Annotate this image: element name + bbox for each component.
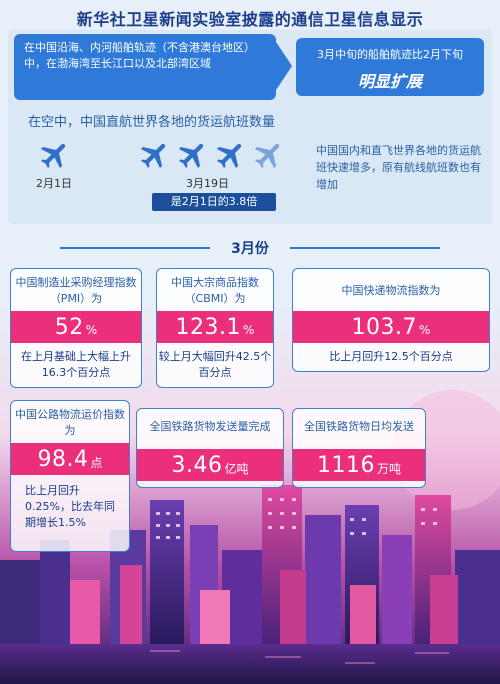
stat-unit: 万吨 [376,461,401,476]
stat-card-cbmi: 中国大宗商品指数（CBMI）为 123.1 % 较上月大幅回升42.5个百分点 [156,268,274,388]
stat-value-bar: 52 % [11,311,141,343]
stat-unit: 点 [90,455,103,470]
stat-unit: % [243,323,255,337]
airplane-icon [214,138,248,172]
ratio-badge: 是2月1日的3.8倍 [152,193,276,211]
stat-card-road-freight: 中国公路物流运价指数为 98.4 点 比上月回升0.25%，比去年同期增长1.5… [10,400,130,552]
divider-right [290,247,440,249]
ship-track-result-box: 3月中旬的船舶航迹比2月下旬 明显扩展 [296,38,484,96]
stat-name: 中国公路物流运价指数为 [15,408,125,437]
result-line2: 明显扩展 [357,72,422,91]
airplane-partial-icon [252,138,286,172]
stat-unit: % [85,323,98,337]
stat-card-express: 中国快递物流指数为 103.7 % 比上月回升12.5个百分点 [292,268,490,372]
arrow-right-icon [276,42,292,90]
label-feb-1: 2月1日 [36,177,72,190]
stat-value: 3.46 [171,452,223,478]
stat-value: 98.4 [37,446,89,472]
stat-value: 1116 [316,452,375,478]
divider-left [60,247,210,249]
stat-value-bar: 3.46 亿吨 [137,449,283,481]
march-title: 3月份 [231,241,269,257]
stat-name: 中国快递物流指数为 [341,284,441,297]
stat-unit: 亿吨 [224,461,249,476]
stat-card-pmi: 中国制造业采购经理指数（PMI）为 52 % 在上月基础上大幅上升16.3个百分… [10,268,142,388]
stat-unit: % [419,323,431,337]
result-line1: 3月中旬的船舶航迹比2月下旬 [317,48,463,61]
airplane-icon [176,138,210,172]
stat-name: 中国制造业采购经理指数（PMI）为 [15,276,137,305]
stat-value: 52 [54,314,84,340]
stat-note: 在上月基础上大幅上升16.3个百分点 [21,350,131,379]
stat-value-bar: 98.4 点 [11,443,129,475]
flights-heading: 在空中，中国直航世界各地的货运航班数量 [28,115,276,130]
stat-value: 123.1 [175,314,242,340]
stat-card-rail-volume: 全国铁路货物发送量完成 3.46 亿吨 [136,408,284,488]
stat-value: 103.7 [351,314,418,340]
stat-card-rail-daily: 全国铁路货物日均发送 1116 万吨 [292,408,426,488]
airplane-icon [138,138,172,172]
ship-track-box: 在中国沿海、内河船舶轨迹（不含港澳台地区）中，在渤海湾至长江口以及北部湾区域 [14,34,276,100]
label-mar-19: 3月19日 [186,177,229,190]
stat-value-bar: 1116 万吨 [293,449,425,481]
stat-note: 比上月回升12.5个百分点 [329,350,453,363]
flights-note: 中国国内和直飞世界各地的货运航班快速增多，原有航线航班数也有增加 [316,144,481,191]
stat-name: 全国铁路货物发送量完成 [149,420,271,433]
stat-note: 较上月大幅回升42.5个百分点 [158,350,272,379]
page-title: 新华社卫星新闻实验室披露的通信卫星信息显示 [76,10,424,29]
stat-name: 中国大宗商品指数（CBMI）为 [171,276,259,305]
stat-value-bar: 123.1 % [157,311,273,343]
stat-value-bar: 103.7 % [293,311,489,343]
stat-note: 比上月回升0.25%，比去年同期增长1.5% [25,484,115,529]
airplane-icon [38,138,72,172]
stat-name: 全国铁路货物日均发送 [304,420,414,433]
